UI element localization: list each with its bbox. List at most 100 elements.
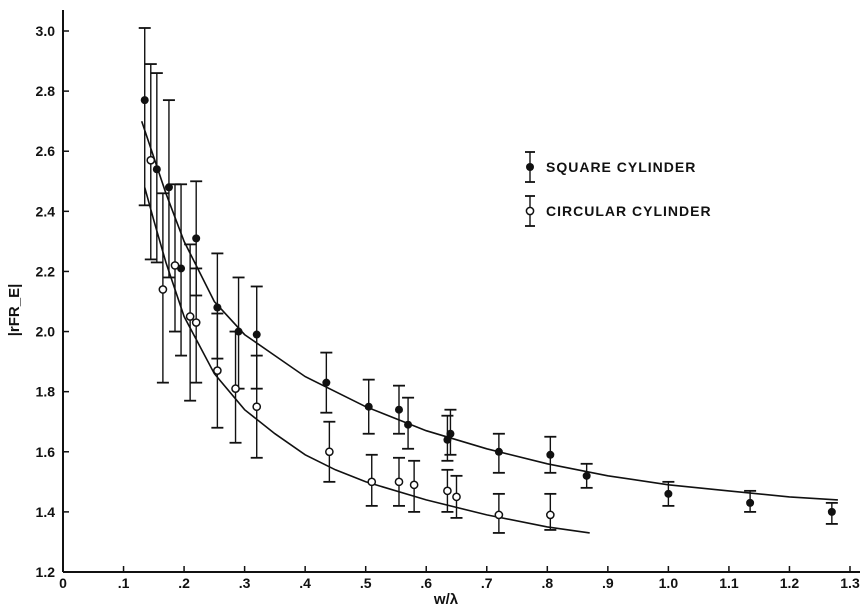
filled-circle-marker xyxy=(213,303,222,312)
filled-circle-marker xyxy=(152,165,161,174)
open-circle-marker xyxy=(146,155,156,165)
y-tick-label: 2.6 xyxy=(36,143,56,159)
data-point xyxy=(662,480,675,507)
y-tick-label: 1.4 xyxy=(36,504,56,520)
data-point xyxy=(544,492,557,531)
y-tick-label: 2.8 xyxy=(36,83,56,99)
open-circle-marker xyxy=(494,510,504,520)
filled-circle-marker xyxy=(404,420,413,429)
x-tick-label: .5 xyxy=(360,575,372,591)
data-point xyxy=(144,63,157,261)
data-point xyxy=(211,312,224,429)
legend-label: CIRCULAR CYLINDER xyxy=(546,203,712,219)
filled-circle-marker xyxy=(746,498,755,507)
y-tick-label: 2.2 xyxy=(36,263,56,279)
legend-filled-circle-marker xyxy=(526,163,534,171)
data-point xyxy=(362,378,375,435)
fit-curve xyxy=(140,120,838,501)
x-axis-title: w/λ xyxy=(433,591,459,608)
series-square-cylinder xyxy=(138,27,838,525)
filled-circle-marker xyxy=(322,378,331,387)
x-tick-label: 1.2 xyxy=(780,575,800,591)
data-point xyxy=(150,72,163,264)
open-circle-marker xyxy=(252,402,262,412)
x-tick-label: .9 xyxy=(602,575,614,591)
data-point xyxy=(232,276,245,390)
filled-circle-marker xyxy=(252,330,261,339)
filled-circle-marker xyxy=(582,471,591,480)
data-point xyxy=(544,435,557,474)
x-tick-label: .6 xyxy=(420,575,432,591)
filled-circle-marker xyxy=(140,96,149,105)
data-point xyxy=(323,420,336,483)
data-point xyxy=(492,432,505,474)
filled-circle-marker xyxy=(546,450,555,459)
legend-entry: CIRCULAR CYLINDER xyxy=(525,195,712,227)
data-point xyxy=(408,459,421,513)
open-circle-marker xyxy=(231,384,240,394)
filled-circle-marker xyxy=(164,183,173,192)
data-point xyxy=(138,27,151,207)
filled-circle-marker xyxy=(664,489,673,498)
x-tick-label: .4 xyxy=(299,575,311,591)
filled-circle-marker xyxy=(443,435,452,444)
open-circle-marker xyxy=(325,447,334,457)
data-point xyxy=(441,414,454,462)
x-tick-label: 1.0 xyxy=(659,575,679,591)
open-circle-marker xyxy=(170,261,180,270)
x-tick-label: 0 xyxy=(59,575,67,591)
axes: 0.1.2.3.4.5.6.7.8.9 1.0 1.1 1.2 1.3 1.21.41.… xyxy=(36,10,860,591)
filled-circle-marker xyxy=(494,447,503,456)
data-point xyxy=(320,351,333,414)
data-point xyxy=(392,456,405,507)
data-point xyxy=(250,354,263,459)
filled-circle-marker xyxy=(192,234,201,243)
plot-area xyxy=(138,27,838,534)
data-point xyxy=(444,408,457,456)
open-circle-marker xyxy=(545,510,555,520)
x-ticks: 0 .1 .2 .3 .4 .5 .6 .7 .8 .9 1.0 1.1 1.2 1.3 xyxy=(59,566,860,591)
y-tick-label: 2.0 xyxy=(36,324,56,340)
filled-circle-marker xyxy=(446,429,455,438)
x-tick-label: 1.1 xyxy=(719,575,739,591)
legend-entry: SQUARE CYLINDER xyxy=(525,151,696,183)
data-point xyxy=(190,267,203,384)
open-circle-marker xyxy=(409,480,419,490)
y-tick-label: 2.4 xyxy=(36,203,56,219)
y-tick-label: 1.2 xyxy=(36,564,56,580)
data-point xyxy=(492,492,505,534)
y-axis-title: |rFR_E| xyxy=(6,284,23,337)
x-tick-label: 1.3 xyxy=(840,575,860,591)
data-point xyxy=(229,330,242,444)
data-point xyxy=(402,396,415,450)
fit-curve xyxy=(143,187,590,534)
series-circular-cylinder xyxy=(143,63,590,534)
data-point xyxy=(175,183,188,357)
x-tick-label: .3 xyxy=(239,575,251,591)
open-circle-marker xyxy=(367,477,377,487)
data-point xyxy=(168,183,181,333)
legend: SQUARE CYLINDER CIRCULAR CYLINDER xyxy=(525,151,712,227)
open-circle-marker xyxy=(213,366,222,375)
open-circle-marker xyxy=(452,492,461,502)
data-point xyxy=(441,468,454,513)
data-point xyxy=(365,453,378,507)
y-tick-label: 1.6 xyxy=(36,444,56,460)
open-circle-marker xyxy=(185,312,195,321)
data-point xyxy=(580,462,593,489)
x-tick-label: .8 xyxy=(541,575,553,591)
data-point xyxy=(156,192,169,384)
y-tick-label: 3.0 xyxy=(36,23,56,39)
data-point xyxy=(162,99,175,279)
data-point xyxy=(744,489,757,513)
x-tick-label: .1 xyxy=(118,575,130,591)
y-ticks: 1.2 1.4 1.6 1.8 2.0 2.2 2.4 2.6 2.8 3.0 xyxy=(36,23,69,580)
legend-open-circle-marker xyxy=(525,206,535,216)
x-tick-label: .7 xyxy=(481,575,493,591)
filled-circle-marker xyxy=(364,402,373,411)
y-tick-label: 1.8 xyxy=(36,384,56,400)
legend-label: SQUARE CYLINDER xyxy=(546,159,696,175)
x-tick-label: .2 xyxy=(178,575,190,591)
filled-circle-marker xyxy=(827,507,836,516)
open-circle-marker xyxy=(443,486,452,496)
